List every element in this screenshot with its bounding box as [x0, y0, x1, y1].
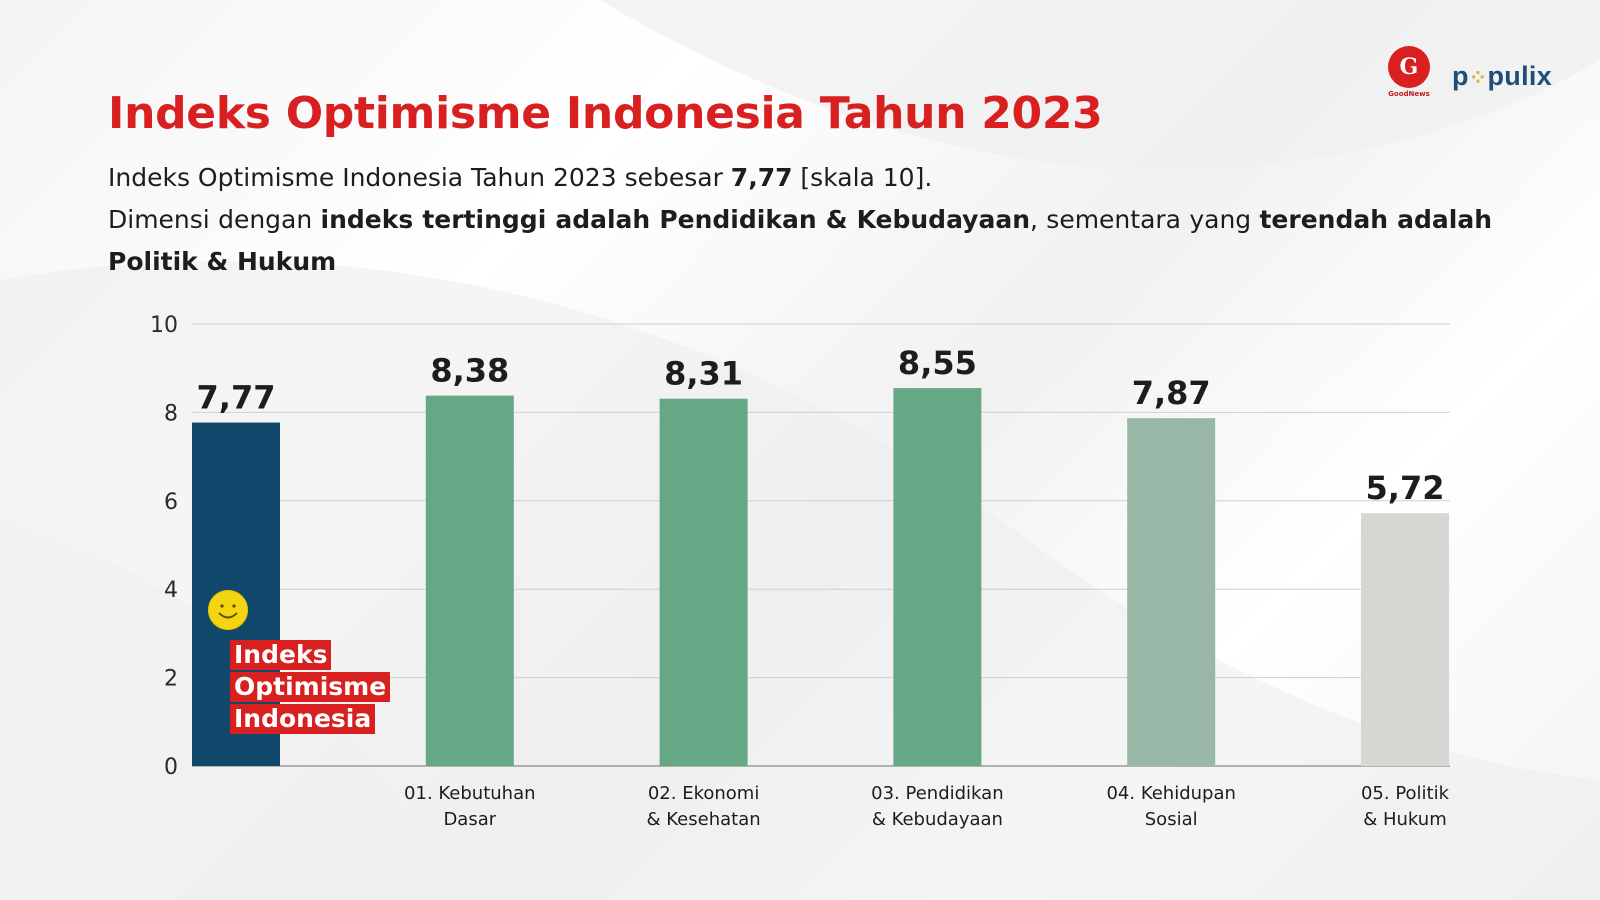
page-title: Indeks Optimisme Indonesia Tahun 2023 [108, 88, 1103, 139]
populix-logo: p⁘pulix [1451, 60, 1552, 91]
y-tick-label: 8 [164, 401, 178, 426]
overall-index-value: 7,77 [730, 163, 793, 192]
smiley-icon [208, 590, 248, 630]
bar-value-label: 5,72 [1366, 469, 1445, 507]
bar [1361, 513, 1449, 766]
populix-dots-icon: ⁘ [1468, 64, 1488, 90]
index-badge-line: Indonesia [230, 704, 376, 734]
x-tick-label: 05. Politik & Hukum [1360, 783, 1450, 830]
bar [1127, 418, 1216, 766]
bar [425, 395, 514, 766]
x-tick-label: 04. Kehidupan Sosial [1106, 783, 1236, 830]
y-tick-label: 6 [164, 490, 178, 515]
goodnews-label: GoodNews [1388, 90, 1430, 98]
summary-line-2: Dimensi dengan indeks tertinggi adalah P… [108, 205, 1492, 276]
y-tick-label: 10 [150, 313, 178, 338]
x-tick-label: 01. Kebutuhan Dasar [404, 783, 536, 830]
goodnews-logo: G GoodNews [1384, 46, 1434, 106]
x-tick-label: 03. Pendidikan & Kebudayaan [871, 783, 1004, 830]
bar [659, 398, 748, 766]
bar-value-label: 7,87 [1132, 374, 1211, 412]
goodnews-emblem-icon: G [1387, 46, 1430, 88]
bar-value-label: 7,77 [197, 379, 276, 417]
y-tick-label: 2 [164, 667, 178, 692]
y-tick-label: 0 [164, 755, 178, 780]
bar-value-label: 8,55 [898, 344, 977, 382]
bar-value-label: 8,31 [664, 355, 743, 393]
index-badge-line: Optimisme [230, 672, 391, 702]
logo-group: G GoodNews p⁘pulix [1384, 46, 1552, 106]
index-badge-line: Indeks [230, 640, 332, 670]
bar-value-label: 8,38 [430, 352, 509, 390]
y-tick-label: 4 [164, 578, 178, 603]
summary-line-1: Indeks Optimisme Indonesia Tahun 2023 se… [108, 163, 933, 192]
index-badge: Indeks Optimisme Indonesia [230, 640, 391, 734]
bar [893, 388, 982, 766]
x-tick-label: 02. Ekonomi & Kesehatan [646, 783, 761, 830]
